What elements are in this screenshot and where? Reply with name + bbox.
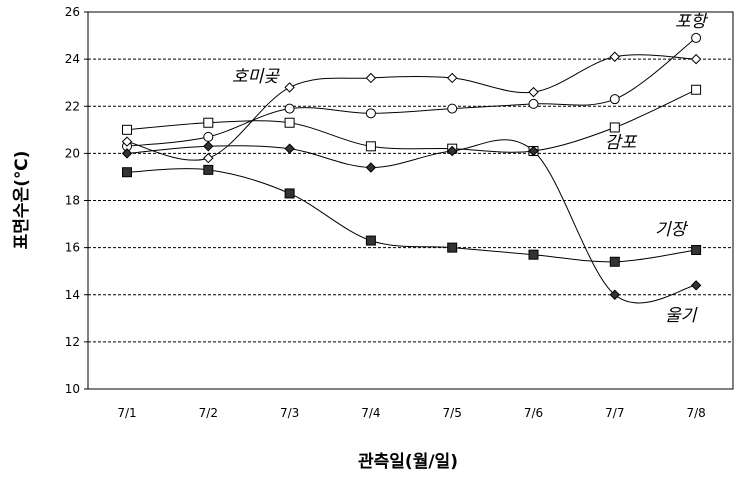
data-point: [447, 103, 458, 114]
data-point: [447, 242, 458, 253]
y-tick-label: 14: [65, 288, 80, 302]
series-line: [126, 89, 697, 153]
data-point: [528, 98, 539, 109]
y-tick-label: 24: [65, 52, 80, 66]
data-point: [203, 141, 214, 152]
data-point: [365, 235, 376, 246]
data-point: [609, 289, 621, 300]
series-label: 감포: [605, 133, 638, 153]
data-point: [121, 148, 133, 159]
x-axis-title: 관측일(월/일): [358, 452, 458, 472]
y-tick-label: 22: [65, 99, 80, 113]
data-point: [365, 108, 376, 119]
y-tick-label: 18: [65, 194, 80, 208]
y-tick-label: 16: [65, 241, 80, 255]
data-point: [446, 72, 458, 84]
series-label: 포항: [675, 12, 709, 32]
x-tick-label: 7/7: [605, 406, 624, 420]
series-line: [126, 139, 697, 304]
data-point: [446, 145, 458, 157]
data-point: [284, 143, 295, 154]
data-point: [203, 117, 214, 128]
data-point: [691, 244, 702, 255]
y-axis-ticks: 10 12 14 16 18 20 22 24 26: [65, 5, 88, 396]
series-line: [126, 54, 697, 161]
x-tick-label: 7/5: [443, 406, 462, 420]
data-point: [609, 122, 620, 133]
data-point: [121, 136, 133, 147]
data-point: [365, 162, 377, 173]
x-tick-label: 7/1: [117, 406, 136, 420]
y-tick-label: 20: [65, 146, 80, 160]
series-label: 호미곶: [232, 67, 280, 87]
data-point: [690, 53, 702, 65]
data-point: [528, 145, 539, 157]
data-point: [284, 117, 295, 128]
data-point: [365, 141, 376, 152]
series-label: 울기: [665, 306, 698, 326]
data-point: [691, 84, 702, 95]
y-tick-label: 12: [65, 335, 80, 349]
x-tick-label: 7/6: [524, 406, 543, 420]
data-point: [122, 167, 132, 178]
data-point: [609, 94, 620, 105]
data-point: [690, 280, 702, 291]
y-axis-title: 표면수온(℃): [12, 151, 32, 250]
grid-lines: [88, 58, 733, 343]
data-point: [609, 256, 620, 267]
data-point: [203, 152, 214, 164]
data-point: [691, 32, 702, 43]
x-tick-label: 7/3: [280, 406, 299, 420]
data-point: [365, 72, 377, 84]
data-point: [122, 124, 132, 135]
x-tick-label: 7/8: [686, 406, 705, 420]
data-point: [203, 164, 214, 175]
series-line: [126, 168, 697, 263]
x-axis-ticks: 7/1 7/2 7/3 7/4 7/5 7/6 7/7 7/8: [117, 406, 705, 420]
series-markers: [121, 32, 702, 300]
data-point: [528, 249, 539, 260]
y-tick-label: 26: [65, 5, 80, 19]
data-point: [284, 82, 295, 93]
x-tick-label: 7/2: [199, 406, 218, 420]
data-point: [284, 103, 295, 114]
data-point: [609, 51, 621, 62]
y-tick-label: 10: [65, 382, 80, 396]
data-point: [203, 131, 214, 142]
data-point: [284, 188, 295, 199]
x-tick-label: 7/4: [361, 406, 380, 420]
data-point: [528, 86, 539, 98]
series-label: 기장: [655, 220, 689, 240]
